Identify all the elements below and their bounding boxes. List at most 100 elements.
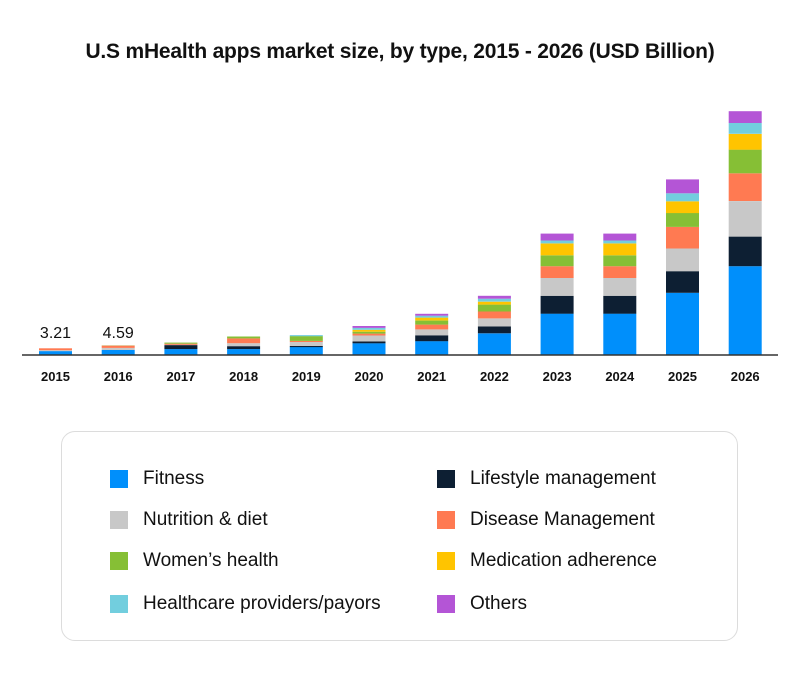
bar-segment-2020-women-s-health [352, 331, 386, 334]
bar-segment-2019-disease-management [289, 340, 323, 342]
legend-label: Others [470, 593, 528, 614]
legend-label: Nutrition & diet [143, 509, 268, 530]
bar-segment-2020-healthcare-providers-payors [352, 327, 386, 330]
legend-swatch-others [437, 595, 455, 613]
bar-segment-2023-lifestyle-management [540, 295, 574, 314]
bar-segment-2017-lifestyle-management [164, 345, 198, 350]
bar-segment-2021-others [415, 313, 449, 316]
x-tick-label-2023: 2023 [543, 369, 572, 384]
bar-segment-2017-women-s-health [164, 342, 198, 344]
legend-item-medication-adherence: Medication adherence [437, 549, 657, 573]
bar-segment-2026-women-s-health [728, 149, 762, 174]
bar-segment-2019-lifestyle-management [289, 346, 323, 348]
bar-segment-2022-fitness [477, 333, 511, 355]
bar-segment-2026-lifestyle-management [728, 236, 762, 267]
bar-segment-2020-others [352, 326, 386, 328]
x-tick-label-2021: 2021 [417, 369, 446, 384]
bar-segment-2018-nutrition-diet [227, 343, 261, 347]
bar-segment-2016-fitness [101, 350, 135, 355]
bar-segment-2026-medication-adherence [728, 133, 762, 150]
bar-segment-2026-healthcare-providers-payors [728, 122, 762, 134]
x-tick-labels: 2015 2016 2017 2018 2019 2020 2021 2022 2023 2024… [41, 369, 760, 384]
legend-swatch-womens-health [110, 552, 128, 570]
x-tick-label-2017: 2017 [166, 369, 195, 384]
bar-segment-2024-lifestyle-management [603, 295, 637, 314]
legend-swatch-medication-adherence [437, 552, 455, 570]
x-tick-label-2022: 2022 [480, 369, 509, 384]
bar-segment-2025-fitness [666, 292, 699, 355]
bar-segment-2023-others [540, 233, 574, 241]
legend-swatch-disease-management [437, 511, 455, 529]
legend-swatch-lifestyle-management [437, 470, 455, 488]
x-tick-label-2020: 2020 [355, 369, 384, 384]
bar-segment-2024-women-s-health [603, 255, 637, 267]
bar-segment-2020-disease-management [352, 333, 386, 336]
bar-segment-2023-healthcare-providers-payors [540, 240, 574, 244]
bar-segment-2021-healthcare-providers-payors [415, 315, 449, 318]
legend-label: Medication adherence [470, 550, 657, 571]
bar-segment-2023-disease-management [540, 266, 574, 278]
legend-item-healthcare-providers-payors: Healthcare providers/payors [110, 592, 381, 616]
legend: Fitness Lifestyle management Nutrition &… [61, 431, 738, 641]
bar-segment-2020-lifestyle-management [352, 341, 386, 344]
data-label-2016: 4.59 [103, 325, 134, 342]
bar-segment-2018-fitness [227, 349, 261, 355]
bar-segment-2025-nutrition-diet [666, 248, 699, 272]
bar-segment-2015-fitness [39, 351, 72, 355]
bar-segment-2025-women-s-health [666, 213, 699, 227]
bar-segment-2019-healthcare-providers-payors [289, 335, 323, 337]
bar-segment-2015-nutrition-diet [39, 350, 72, 352]
bar-segment-2024-others [603, 233, 637, 241]
bar-segment-2022-lifestyle-management [477, 326, 511, 334]
bar-segment-2025-medication-adherence [666, 201, 699, 214]
bar-segment-2020-medication-adherence [352, 329, 386, 332]
bar-segment-2026-nutrition-diet [728, 201, 762, 237]
bar-segment-2021-lifestyle-management [415, 335, 449, 342]
x-tick-label-2018: 2018 [229, 369, 258, 384]
data-annotations: 3.21 4.59 [40, 325, 134, 342]
bars-group [39, 111, 762, 355]
legend-item-fitness: Fitness [110, 467, 204, 491]
bar-segment-2019-women-s-health [289, 336, 323, 341]
data-label-2015: 3.21 [40, 325, 71, 342]
x-tick-label-2016: 2016 [104, 369, 133, 384]
x-tick-label-2026: 2026 [731, 369, 760, 384]
bar-segment-2024-nutrition-diet [603, 277, 637, 296]
bar-segment-2021-fitness [415, 341, 449, 355]
legend-label: Women’s health [143, 550, 279, 571]
bar-segment-2015-disease-management [39, 348, 72, 351]
legend-label: Healthcare providers/payors [143, 593, 381, 614]
bar-segment-2017-disease-management [164, 343, 198, 345]
bar-segment-2018-lifestyle-management [227, 346, 261, 350]
bar-segment-2024-healthcare-providers-payors [603, 240, 637, 244]
x-tick-label-2025: 2025 [668, 369, 697, 384]
bar-segment-2023-fitness [540, 313, 574, 355]
stacked-bar-chart: 2015 2016 2017 2018 2019 2020 2021 2022 2023 2024… [22, 111, 778, 384]
bar-segment-2025-others [666, 179, 699, 194]
bar-segment-2021-disease-management [415, 324, 449, 330]
x-tick-label-2024: 2024 [605, 369, 635, 384]
bar-segment-2018-women-s-health [227, 336, 261, 339]
bar-segment-2026-fitness [728, 266, 762, 355]
bar-segment-2024-disease-management [603, 266, 637, 278]
bar-segment-2018-disease-management [227, 338, 261, 344]
bar-segment-2021-medication-adherence [415, 317, 449, 321]
bar-segment-2022-women-s-health [477, 304, 511, 312]
bar-segment-2025-lifestyle-management [666, 271, 699, 293]
legend-item-lifestyle-management: Lifestyle management [437, 467, 656, 491]
bar-segment-2025-disease-management [666, 226, 699, 249]
legend-label: Fitness [143, 468, 205, 489]
x-tick-label-2015: 2015 [41, 369, 70, 384]
bar-segment-2023-women-s-health [540, 255, 574, 267]
legend-swatch-healthcare-providers-payors [110, 595, 128, 613]
legend-item-womens-health: Women’s health [110, 549, 279, 573]
x-tick-label-2019: 2019 [292, 369, 321, 384]
bar-segment-2022-nutrition-diet [477, 318, 511, 327]
bar-segment-2019-fitness [289, 347, 323, 355]
chart-title: U.S mHealth apps market size, by type, 2… [85, 40, 715, 63]
bar-segment-2024-fitness [603, 313, 637, 355]
bar-segment-2022-disease-management [477, 311, 511, 319]
bar-segment-2022-others [477, 295, 511, 299]
bar-segment-2016-disease-management [101, 345, 135, 348]
bar-segment-2023-medication-adherence [540, 243, 574, 256]
